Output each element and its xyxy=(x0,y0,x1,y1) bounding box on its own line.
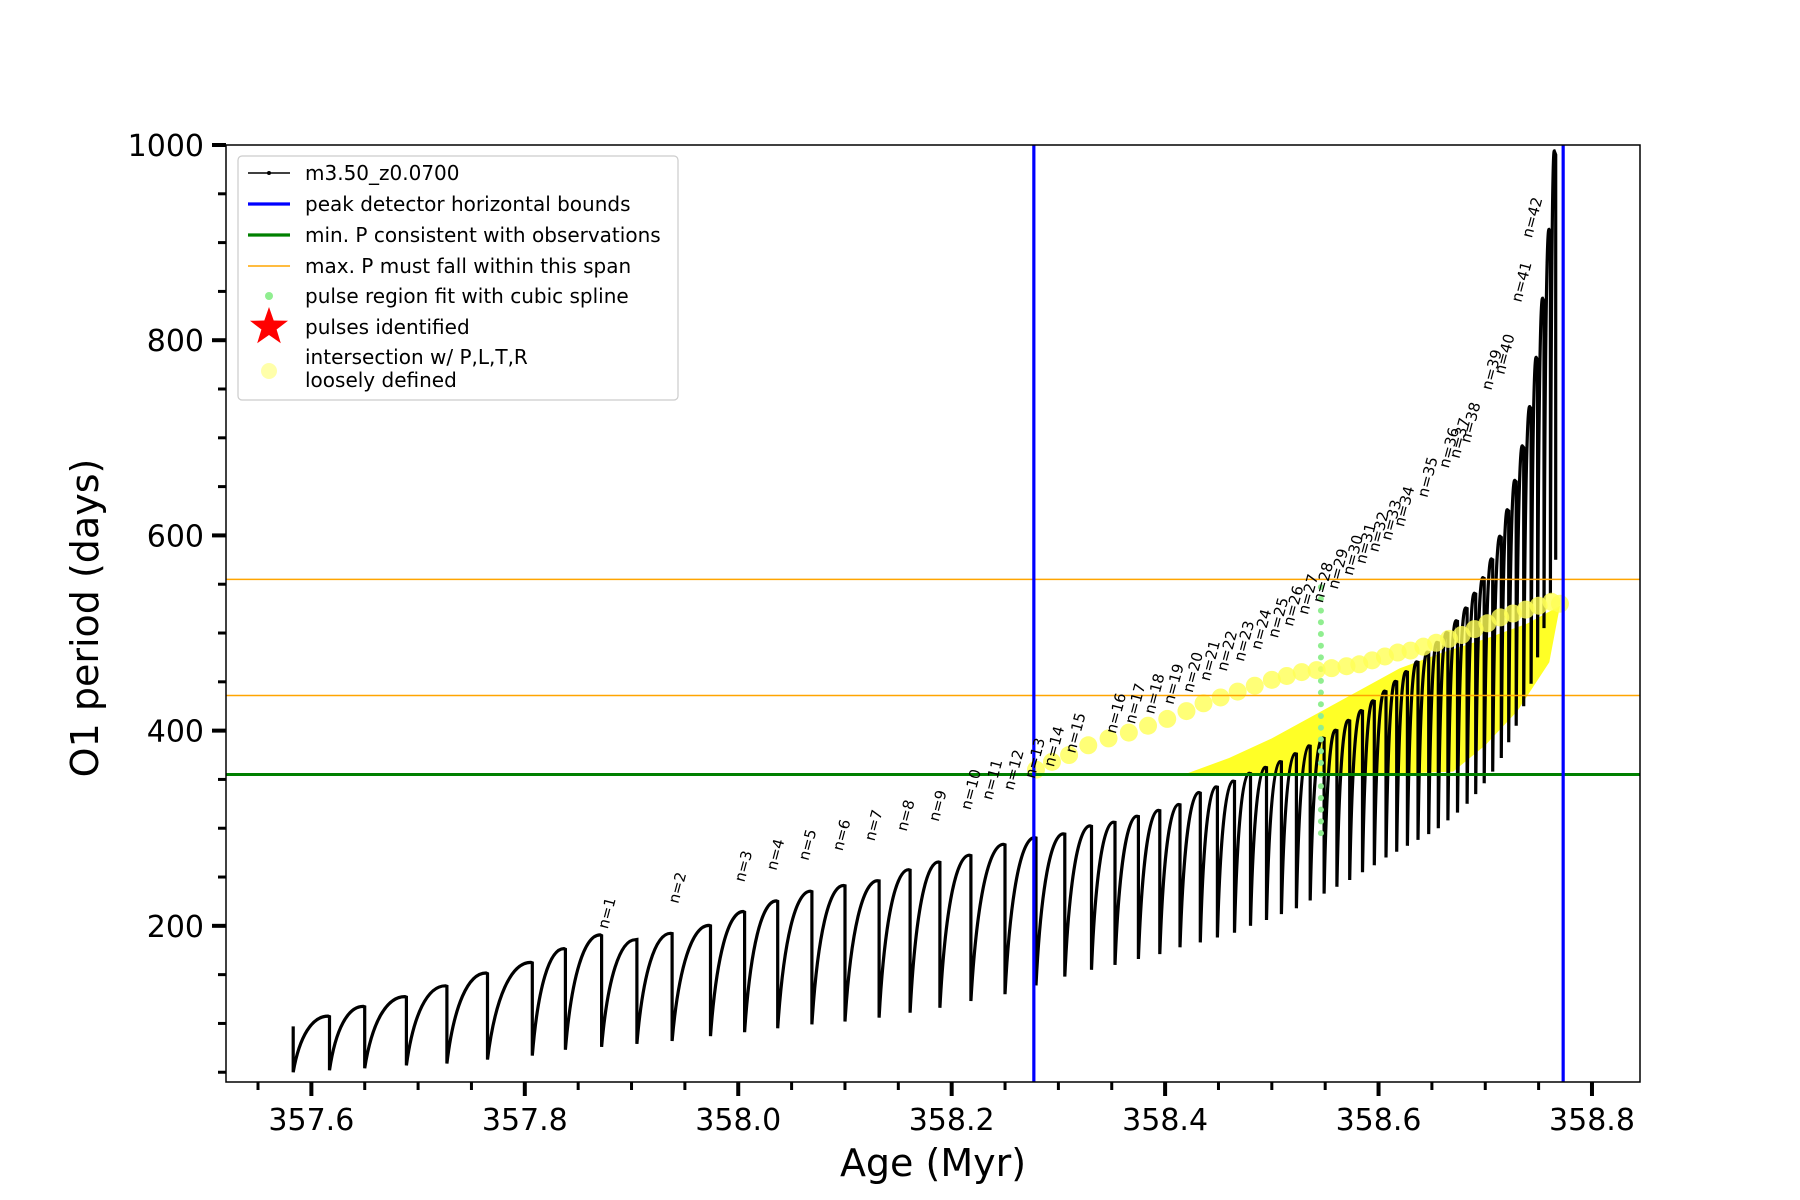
spline-dot xyxy=(1317,759,1324,766)
legend-swatch-dot xyxy=(265,292,273,300)
x-tick-label: 357.8 xyxy=(482,1103,568,1138)
legend-label: pulses identified xyxy=(305,315,470,339)
spline-dot xyxy=(1317,595,1324,602)
spline-dot xyxy=(1317,619,1324,626)
legend-label-line: max. P must fall within this span xyxy=(305,254,631,278)
x-tick-label: 358.0 xyxy=(695,1103,781,1138)
spline-dot xyxy=(1317,736,1324,743)
x-tick-label: 358.4 xyxy=(1122,1103,1208,1138)
x-tick-label: 358.6 xyxy=(1336,1103,1422,1138)
x-tick-label: 358.8 xyxy=(1549,1103,1635,1138)
intersection-circle xyxy=(1099,729,1118,748)
intersection-circle xyxy=(1245,676,1264,695)
x-axis-label: Age (Myr) xyxy=(840,1141,1026,1185)
legend-label: m3.50_z0.0700 xyxy=(305,161,460,185)
legend-label: peak detector horizontal bounds xyxy=(305,192,631,216)
spline-dot xyxy=(1317,584,1324,591)
legend-label-line: pulse region fit with cubic spline xyxy=(305,284,629,308)
series-line xyxy=(291,149,1558,1073)
legend-label: pulse region fit with cubic spline xyxy=(305,284,629,308)
y-tick-label: 1000 xyxy=(128,129,204,164)
y-tick-label: 800 xyxy=(147,324,204,359)
y-tick-label: 200 xyxy=(147,910,204,945)
legend-swatch-circle xyxy=(261,363,277,379)
y-axis-label: O1 period (days) xyxy=(63,459,107,778)
star-icon xyxy=(250,307,288,344)
plot-frame xyxy=(225,144,1641,1083)
x-tick-label: 357.6 xyxy=(268,1103,354,1138)
spline-dot xyxy=(1317,748,1324,755)
legend-label: min. P consistent with observations xyxy=(305,223,661,247)
intersection-circle xyxy=(1079,736,1098,755)
y-tick-label: 600 xyxy=(147,519,204,554)
axes-layer: 357.6 357.8 358.0 358.2 358.4 358.6 358.8 200 40… xyxy=(128,129,1635,1138)
spline-dot xyxy=(1317,630,1324,637)
spline-dot xyxy=(1317,794,1324,801)
legend-label-line: peak detector horizontal bounds xyxy=(305,192,631,216)
y-tick-label: 400 xyxy=(147,715,204,750)
legend-label: max. P must fall within this span xyxy=(305,254,631,278)
legend-label-line: loosely defined xyxy=(305,368,457,392)
spline-dot xyxy=(1317,783,1324,790)
spline-dot xyxy=(1317,712,1324,719)
intersection-circle xyxy=(1119,723,1138,742)
legend-label-line: m3.50_z0.0700 xyxy=(305,161,460,185)
legend-label-line: min. P consistent with observations xyxy=(305,223,661,247)
intersection-circle xyxy=(1307,661,1326,680)
x-tick-label: 358.2 xyxy=(909,1103,995,1138)
spline-dot xyxy=(1317,830,1324,837)
intersection-circle xyxy=(1158,709,1177,728)
spline-dot xyxy=(1317,818,1324,825)
intersection-circle xyxy=(1042,752,1061,771)
intersection-circle xyxy=(1550,594,1569,613)
intersection-circle xyxy=(1060,746,1079,765)
legend-label-line: intersection w/ P,L,T,R xyxy=(305,345,528,369)
spline-dot xyxy=(1317,724,1324,731)
intersection-circle xyxy=(1322,659,1341,678)
intersection-circle xyxy=(1194,694,1213,713)
legend-label-line: pulses identified xyxy=(305,315,470,339)
legend-label: intersection w/ P,L,T,R loosely defined xyxy=(305,345,528,392)
intersection-circle xyxy=(1139,716,1158,735)
intersection-circle xyxy=(1262,670,1281,689)
spline-dot xyxy=(1317,654,1324,661)
intersection-circle xyxy=(1177,702,1196,721)
spline-dot xyxy=(1317,642,1324,649)
legend-swatch-dot xyxy=(267,171,271,175)
spline-dot xyxy=(1317,806,1324,813)
spline-dot xyxy=(1317,701,1324,708)
intersection-circle xyxy=(1277,666,1296,685)
legend-box xyxy=(237,155,679,401)
spline-dot xyxy=(1317,677,1324,684)
intersection-circle xyxy=(1292,663,1311,682)
spline-dot xyxy=(1317,607,1324,614)
intersection-circle xyxy=(1228,682,1247,701)
intersection-circle xyxy=(1211,688,1230,707)
spline-dot xyxy=(1317,689,1324,696)
